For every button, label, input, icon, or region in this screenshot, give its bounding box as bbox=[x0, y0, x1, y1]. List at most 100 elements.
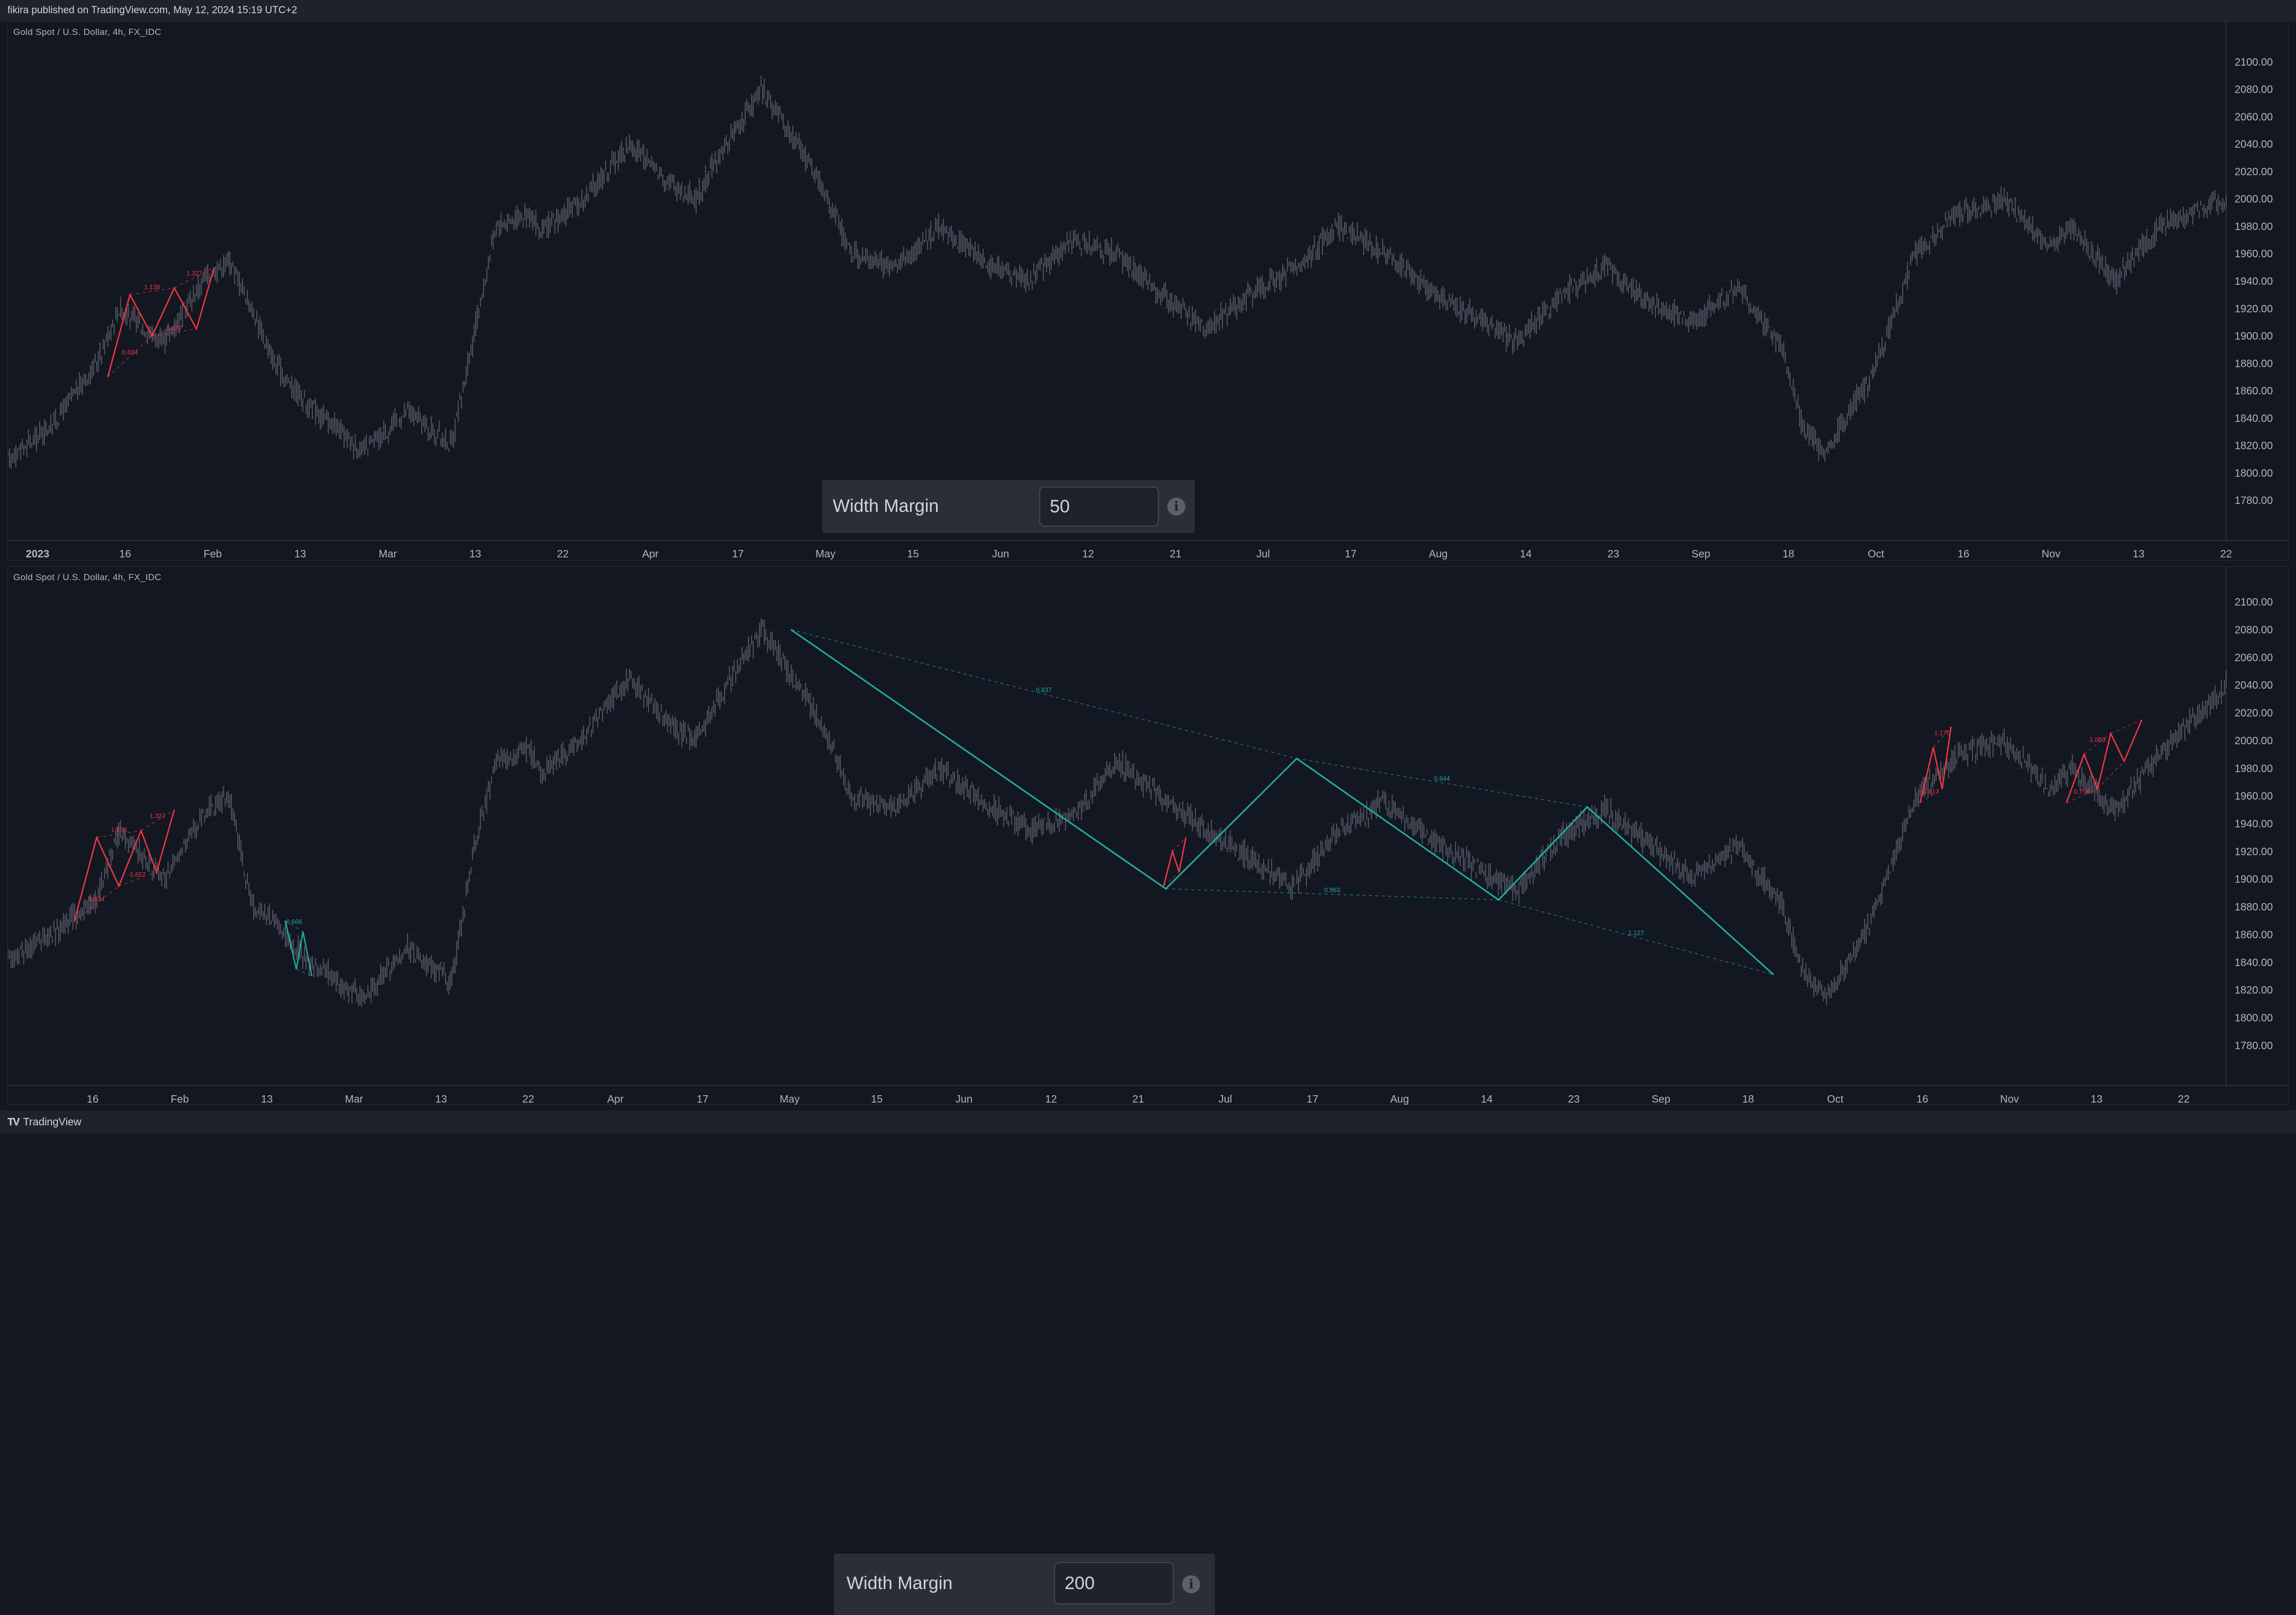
zigzag-ratio-line bbox=[1296, 758, 1588, 808]
x-tick-label: Mar bbox=[379, 548, 397, 560]
y-tick-label: 1860.00 bbox=[2235, 929, 2273, 941]
footer-bar: TV TradingView bbox=[0, 1111, 2296, 1133]
y-tick-label: 2000.00 bbox=[2235, 735, 2273, 747]
zigzag-ratio-label: 0.666 bbox=[286, 918, 302, 926]
y-tick-label: 2020.00 bbox=[2235, 166, 2273, 178]
zigzag-ratio-label: 0.634 bbox=[122, 348, 138, 356]
zigzag-line bbox=[1919, 726, 1952, 804]
x-tick-label: Jun bbox=[956, 1094, 973, 1105]
publish-header-text: fikira published on TradingView.com, May… bbox=[7, 5, 298, 16]
y-tick-label: 1880.00 bbox=[2235, 901, 2273, 913]
zigzag-ratio-line bbox=[1498, 899, 1774, 976]
x-tick-label: 22 bbox=[2178, 1094, 2190, 1105]
zigzag-ratio-line bbox=[2066, 788, 2098, 804]
zigzag-ratio-line bbox=[74, 886, 119, 921]
x-tick-label: Nov bbox=[2000, 1094, 2019, 1105]
x-tick-label: 13 bbox=[294, 548, 306, 560]
x-tick-label: 22 bbox=[557, 548, 569, 560]
price-chart-bottom[interactable]: 2100.00 2080.00 2060.00 2040.00 2020.00 2000.… bbox=[8, 567, 2289, 1105]
x-tick-label: 17 bbox=[697, 1094, 708, 1105]
y-tick-label: 2020.00 bbox=[2235, 708, 2273, 719]
y-tick-label: 1800.00 bbox=[2235, 467, 2273, 479]
x-tick-label: 23 bbox=[1607, 548, 1619, 560]
y-tick-label: 1800.00 bbox=[2235, 1012, 2273, 1024]
x-tick-label: 16 bbox=[1958, 548, 1969, 560]
x-tick-label: Nov bbox=[2041, 548, 2060, 560]
zigzag-ratio-line bbox=[1166, 888, 1499, 900]
zigzag-ratio-line bbox=[1933, 726, 1952, 748]
zigzag-ratio-line bbox=[2084, 733, 2111, 755]
y-tick-label: 1940.00 bbox=[2235, 818, 2273, 830]
x-tick-label: Sep bbox=[1691, 548, 1710, 560]
width-margin-label: Width Margin bbox=[833, 496, 939, 516]
tradingview-logo[interactable]: TV TradingView bbox=[7, 1116, 82, 1128]
y-tick-label: 2000.00 bbox=[2235, 194, 2273, 205]
x-tick-label: 16 bbox=[1916, 1094, 1928, 1105]
tradingview-logo-text: TradingView bbox=[23, 1116, 82, 1128]
zigzag-ratio-label: 1.138 bbox=[144, 283, 160, 291]
x-tick-label: 15 bbox=[907, 548, 919, 560]
zigzag-ratio-line bbox=[2110, 719, 2142, 734]
x-tick-label: 14 bbox=[1520, 548, 1532, 560]
zigzag-ratio-label: 0.963 bbox=[1324, 887, 1340, 894]
info-icon[interactable]: i bbox=[1182, 1575, 1200, 1593]
width-margin-input[interactable] bbox=[1039, 486, 1159, 527]
x-tick-label: 12 bbox=[1045, 1094, 1057, 1105]
bullish-zigzag: 0.817 1.175 bbox=[1919, 726, 1952, 804]
bullish-zigzag: 0.634 1.138 0.657 1.327 bbox=[107, 267, 215, 377]
bullish-zigzag bbox=[1163, 837, 1187, 887]
zigzag-ratio-label: 0.634 bbox=[89, 896, 105, 903]
y-tick-label: 2100.00 bbox=[2235, 597, 2273, 608]
symbol-title-bottom: Gold Spot / U.S. Dollar, 4h, FX_IDC bbox=[13, 572, 161, 582]
y-tick-label: 1980.00 bbox=[2235, 221, 2273, 232]
y-tick-label: 1920.00 bbox=[2235, 846, 2273, 858]
chart-panel-top[interactable]: 2100.00 2080.00 2060.00 2040.00 2020.00 2000.… bbox=[7, 21, 2289, 561]
x-tick-label: Jul bbox=[1219, 1094, 1232, 1105]
x-tick-label: 22 bbox=[2220, 548, 2232, 560]
x-tick-label: 16 bbox=[119, 548, 131, 560]
tradingview-logo-icon: TV bbox=[7, 1116, 20, 1128]
zigzag-line bbox=[74, 809, 175, 921]
zigzag-line bbox=[107, 267, 215, 377]
x-tick-label: 16 bbox=[87, 1094, 98, 1105]
price-chart-top[interactable]: 2100.00 2080.00 2060.00 2040.00 2020.00 2000.… bbox=[8, 22, 2289, 562]
info-icon[interactable]: i bbox=[1167, 498, 1185, 516]
x-tick-label: 21 bbox=[1132, 1094, 1144, 1105]
zigzag-ratio-line bbox=[107, 335, 152, 377]
zigzag-ratio-line bbox=[141, 809, 175, 831]
x-tick-label: 23 bbox=[1568, 1094, 1580, 1105]
x-tick-label: Jun bbox=[992, 548, 1009, 560]
y-tick-label: 1840.00 bbox=[2235, 413, 2273, 425]
x-tick-label: Aug bbox=[1429, 548, 1448, 560]
zigzag-ratio-label: 1.327 bbox=[150, 812, 166, 819]
y-tick-label: 1780.00 bbox=[2235, 1040, 2273, 1052]
y-tick-label: 1920.00 bbox=[2235, 303, 2273, 315]
x-tick-label: 13 bbox=[470, 548, 481, 560]
x-tick-label: 13 bbox=[2091, 1094, 2102, 1105]
zigzag-ratio-line bbox=[1920, 788, 1943, 804]
bearish-zigzag: 0.837 0.963 0.844 1.127 bbox=[790, 629, 1775, 976]
zigzag-ratio-line bbox=[130, 287, 175, 295]
zigzag-ratio-label: 0.657 bbox=[130, 871, 146, 879]
y-tick-label: 1820.00 bbox=[2235, 440, 2273, 452]
zigzag-ratio-label: 0.837 bbox=[1036, 686, 1052, 693]
width-margin-input[interactable] bbox=[1054, 1562, 1174, 1604]
width-margin-setting-bottom: Width Margin i bbox=[834, 1554, 1215, 1615]
zigzag-ratio-line bbox=[119, 871, 157, 887]
width-margin-label: Width Margin bbox=[847, 1573, 953, 1593]
symbol-title-top: Gold Spot / U.S. Dollar, 4h, FX_IDC bbox=[13, 27, 161, 37]
y-tick-label: 1780.00 bbox=[2235, 495, 2273, 507]
x-tick-label: 22 bbox=[523, 1094, 534, 1105]
x-tick-label: Feb bbox=[203, 548, 221, 560]
x-tick-label: Oct bbox=[1827, 1094, 1844, 1105]
zigzag-ratio-line bbox=[152, 328, 197, 337]
zigzag-ratio-line bbox=[790, 629, 1297, 759]
zigzag-ratio-label: 0.817 bbox=[1923, 788, 1939, 796]
x-tick-label: 21 bbox=[1170, 548, 1182, 560]
y-tick-label: 2060.00 bbox=[2235, 111, 2273, 123]
y-tick-label: 2040.00 bbox=[2235, 680, 2273, 691]
zigzag-ratio-label: 0.657 bbox=[166, 324, 182, 332]
x-tick-label: May bbox=[815, 548, 835, 560]
zigzag-line bbox=[1163, 837, 1187, 887]
chart-panel-bottom[interactable]: 2100.00 2080.00 2060.00 2040.00 2020.00 2000.… bbox=[7, 566, 2289, 1615]
